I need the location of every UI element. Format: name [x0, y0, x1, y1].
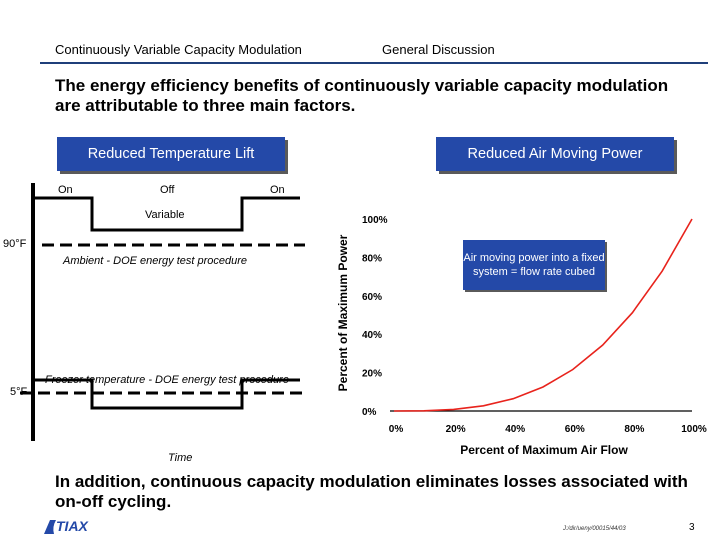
chart-x-tick-label: 20% — [446, 424, 466, 435]
headline: The energy efficiency benefits of contin… — [55, 76, 669, 115]
reduced-air-moving-power-banner: Reduced Air Moving Power — [436, 137, 674, 171]
chart-y-tick-label: 100% — [362, 215, 388, 226]
label-off: Off — [160, 184, 175, 196]
tiax-logo: TIAX — [44, 518, 90, 534]
label-freezer: Freezer temperature - DOE energy test pr… — [45, 374, 289, 386]
tiax-logo-text: TIAX — [56, 518, 90, 534]
compressor-cycle-upper — [33, 196, 300, 232]
compressor-cycle-lower — [33, 378, 300, 410]
label-variable: Variable — [145, 209, 185, 221]
label-on-first: On — [58, 184, 73, 196]
chart-series-line — [393, 218, 693, 412]
label-90f: 90°F — [3, 238, 27, 250]
header-left-title: Continuously Variable Capacity Modulatio… — [55, 42, 302, 57]
label-time: Time — [168, 452, 193, 464]
header-right-title: General Discussion — [382, 42, 495, 57]
reduced-temperature-lift-banner: Reduced Temperature Lift — [57, 137, 285, 171]
chart-x-tick-label: 80% — [624, 424, 644, 435]
chart-y-tick-label: 60% — [362, 292, 382, 303]
label-ambient: Ambient - DOE energy test procedure — [63, 255, 248, 267]
flow-rate-cubed-callout: Air moving power into a fixed system = f… — [463, 240, 605, 290]
chart-y-tick-label: 20% — [362, 369, 382, 380]
chart-x-tick-label: 40% — [505, 424, 525, 435]
chart-y-tick-label: 40% — [362, 330, 382, 341]
chart-y-tick-label: 0% — [362, 407, 377, 418]
document-id: J:/dir/ueny/00015/44/03 — [563, 526, 626, 532]
chart-x-axis-label: Percent of Maximum Air Flow — [460, 443, 628, 457]
label-on-second: On — [270, 184, 285, 196]
label-5f: 5°F — [10, 386, 28, 398]
header-rule — [40, 62, 708, 64]
chart-x-tick-label: 100% — [681, 424, 707, 435]
chart-y-axis-label: Percent of Maximum Power — [336, 234, 350, 391]
chart-y-tick-label: 80% — [362, 253, 382, 264]
chart-x-tick-label: 60% — [565, 424, 585, 435]
chart-x-tick-label: 0% — [389, 424, 404, 435]
footer-statement: In addition, continuous capacity modulat… — [55, 472, 688, 511]
page-number: 3 — [689, 522, 695, 533]
